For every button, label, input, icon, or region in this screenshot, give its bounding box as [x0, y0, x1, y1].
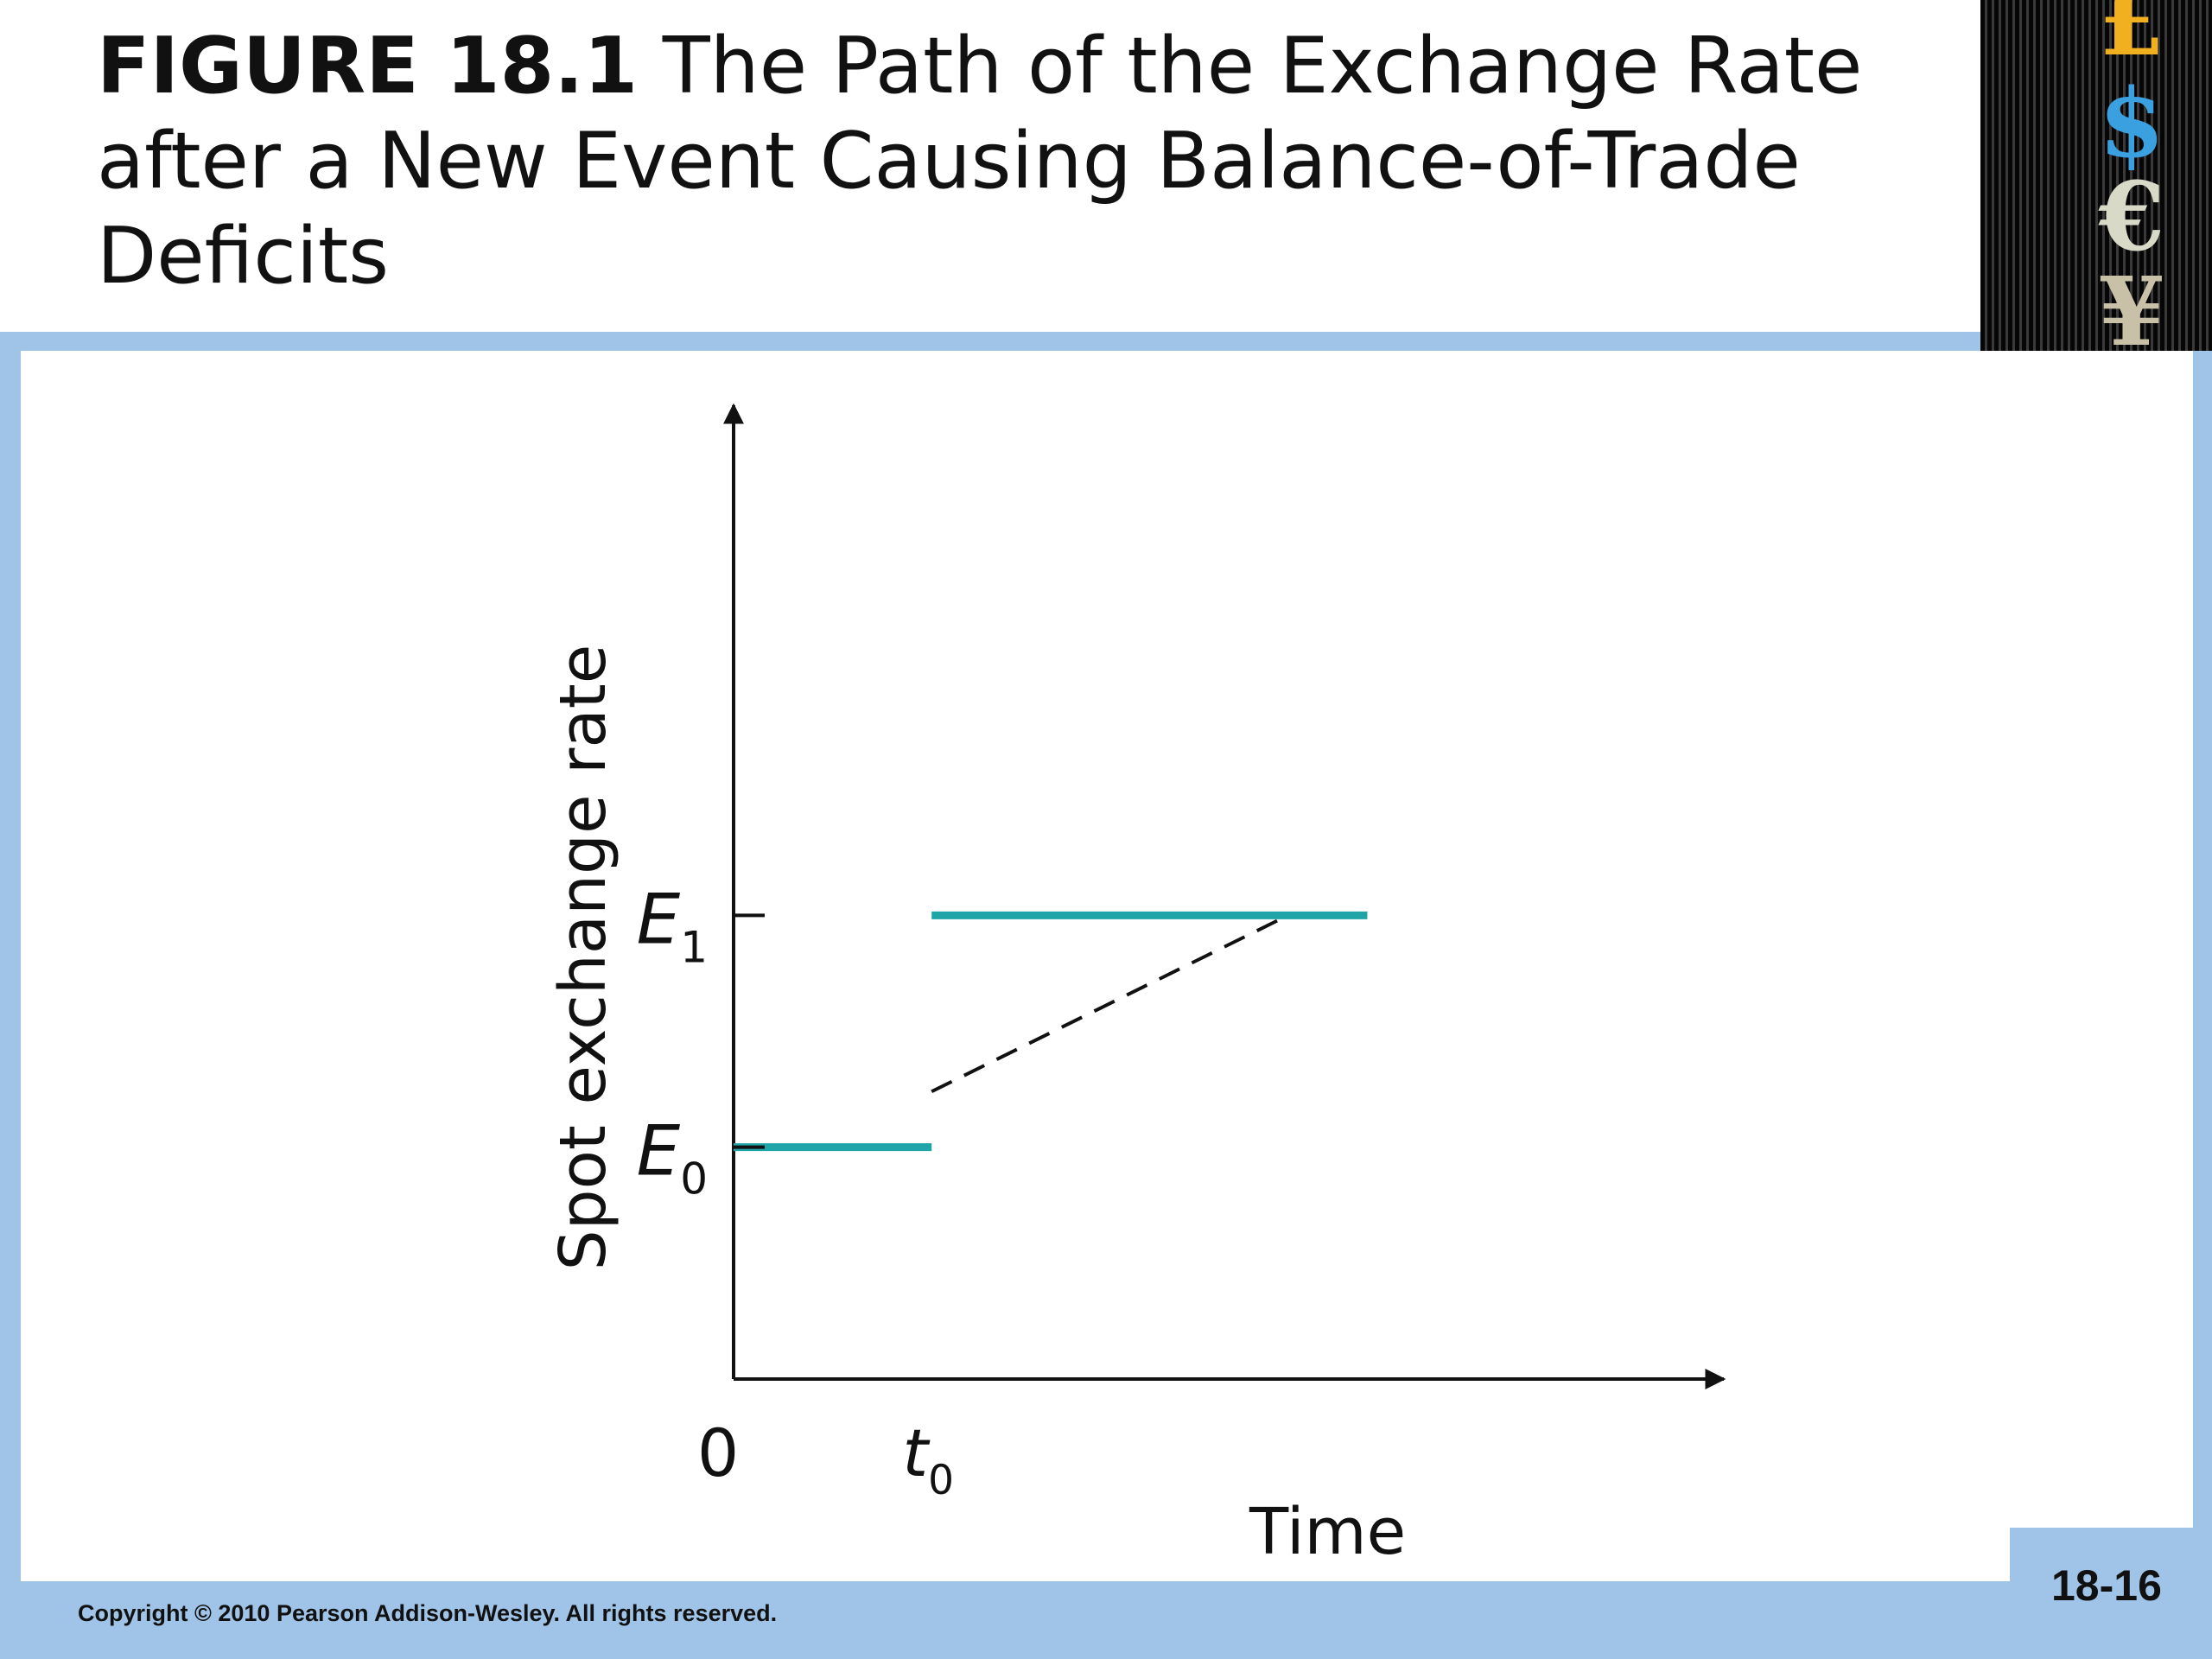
page-number-tab [2010, 1528, 2212, 1659]
plot-panel [21, 351, 2193, 1581]
figure-title: FIGURE 18.1 The Path of the Exchange Rat… [97, 19, 1963, 304]
x-tick-label-0: 0 [697, 1414, 739, 1491]
series-layer [734, 911, 1368, 1152]
y-axis-label: Spot exchange rate [546, 645, 620, 1271]
x-axis-label: Time [1249, 1495, 1406, 1569]
dollar-icon: $ [2098, 67, 2165, 179]
yen-icon: ¥ [2098, 256, 2165, 352]
header-band [0, 0, 1980, 332]
page-number: 18-16 [2051, 1561, 2162, 1610]
dashed-adjustment-path-2 [931, 913, 1289, 1094]
pound-icon: £ [2098, 0, 2165, 77]
figure-label: FIGURE 18.1 [97, 21, 639, 111]
copyright-notice: Copyright © 2010 Pearson Addison-Wesley.… [78, 1600, 778, 1626]
y-tick-label-1: E0 [637, 1111, 708, 1205]
tick-layer: E1 E0 0 t0 [637, 879, 954, 1504]
y-tick-label-0: E1 [637, 879, 708, 972]
euro-icon: € [2098, 161, 2165, 272]
figure-title-text: The Path of the Exchange Rate after a Ne… [97, 21, 1863, 302]
currency-strip: £ $ € ¥ [1980, 0, 2212, 351]
x-tick-label-1: t0 [902, 1414, 954, 1504]
